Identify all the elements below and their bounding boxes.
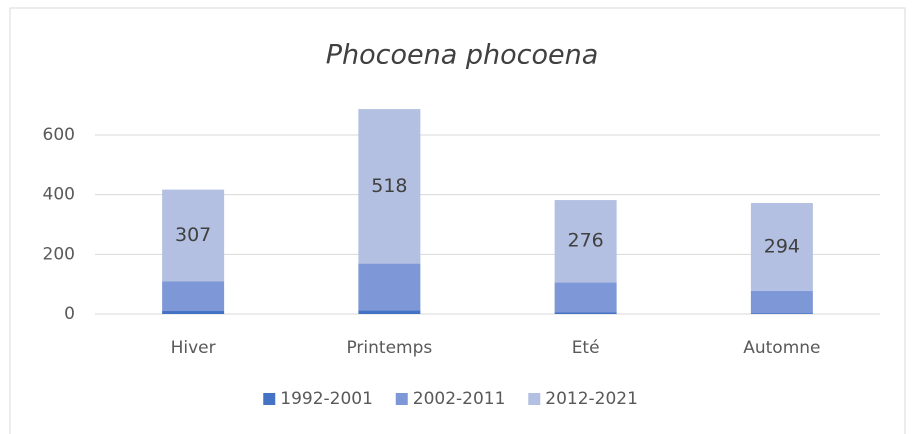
- y-tick-label: 200: [43, 244, 75, 264]
- data-label: 307: [175, 224, 211, 246]
- x-tick-label: Printemps: [346, 338, 432, 358]
- bar-segment: [162, 281, 225, 312]
- bar-segment: [750, 290, 813, 314]
- bar-segment: [358, 310, 421, 314]
- legend-swatch: [395, 393, 408, 405]
- x-tick-label: Automne: [743, 338, 820, 358]
- legend-label: 1992-2001: [280, 389, 373, 409]
- bar-segment: [554, 200, 617, 283]
- data-label: 294: [764, 235, 800, 257]
- bar-segment: [162, 311, 225, 314]
- x-tick-label: Eté: [572, 338, 600, 358]
- data-label: 518: [371, 175, 407, 197]
- legend-swatch: [528, 393, 541, 405]
- chart-title: Phocoena phocoena: [326, 40, 599, 71]
- legend-label: 2012-2021: [545, 389, 638, 409]
- bar-segment: [554, 312, 617, 314]
- bar-segment: [358, 109, 421, 264]
- legend-swatch: [263, 393, 276, 405]
- y-tick-label: 0: [64, 304, 75, 324]
- bar-segment: [162, 189, 225, 282]
- y-tick-label: 600: [43, 125, 75, 145]
- y-tick-label: 400: [43, 185, 75, 205]
- bar-segment: [750, 313, 813, 314]
- data-label: 276: [567, 230, 603, 252]
- legend-label: 2002-2011: [413, 389, 506, 409]
- x-tick-label: Hiver: [171, 338, 216, 358]
- bar-segment: [750, 203, 813, 291]
- bar-segment: [554, 282, 617, 313]
- bar-segment: [358, 263, 421, 311]
